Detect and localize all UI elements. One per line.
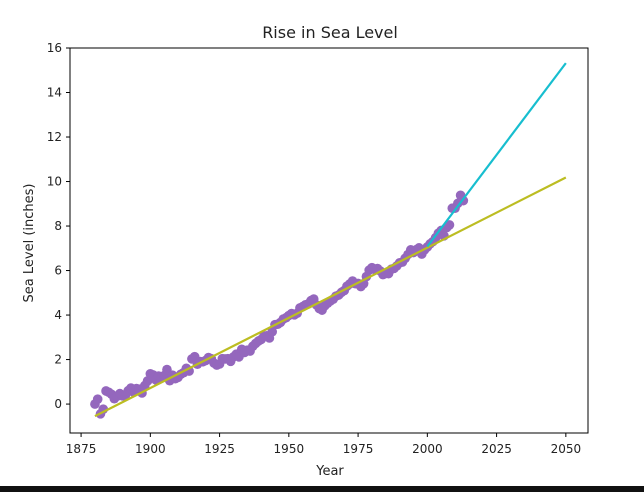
x-tick-label: 1950 — [274, 442, 305, 456]
x-tick-label: 2025 — [481, 442, 512, 456]
x-tick-label: 1925 — [204, 442, 235, 456]
y-tick-label: 14 — [47, 86, 62, 100]
y-tick-label: 6 — [54, 264, 62, 278]
x-tick-label: 1975 — [343, 442, 374, 456]
y-tick-label: 4 — [54, 308, 62, 322]
y-tick-label: 2 — [54, 353, 62, 367]
fit-line-since-2000 — [426, 62, 567, 248]
bottom-border-bar — [0, 486, 644, 492]
y-tick-label: 8 — [54, 219, 62, 233]
fit-line-all-years — [94, 176, 567, 418]
x-tick-label: 2000 — [412, 442, 443, 456]
y-axis-label: Sea Level (inches) — [22, 184, 37, 303]
y-tick-label: 16 — [47, 41, 62, 55]
x-tick-label: 1900 — [135, 442, 166, 456]
data-point — [92, 394, 103, 404]
y-tick-label: 12 — [47, 130, 62, 144]
y-tick-label: 0 — [54, 397, 62, 411]
plot-area-frame — [69, 47, 589, 434]
data-point — [444, 220, 455, 230]
y-tick-label: 10 — [47, 175, 62, 189]
x-axis-label: Year — [315, 464, 344, 479]
chart-title: Rise in Sea Level — [262, 23, 398, 42]
x-tick-label: 1875 — [66, 442, 97, 456]
x-tick-label: 2050 — [551, 442, 582, 456]
